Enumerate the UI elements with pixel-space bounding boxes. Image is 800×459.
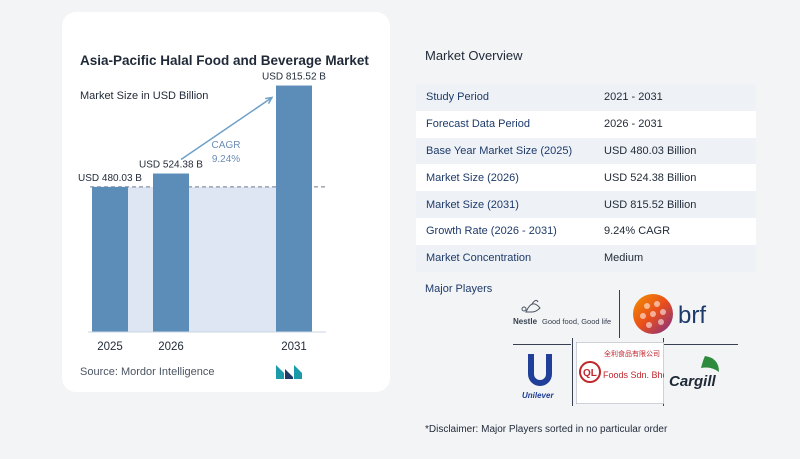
major-players-title: Major Players bbox=[425, 283, 493, 295]
overview-row: Market Size (2026) USD 524.38 Billion bbox=[416, 164, 756, 192]
overview-row: Market Concentration Medium bbox=[416, 244, 756, 272]
overview-row: Growth Rate (2026 - 2031) 9.24% CAGR bbox=[416, 217, 756, 245]
overview-value: Medium bbox=[604, 252, 644, 265]
nestle-logo: Nestle Good food, Good life bbox=[512, 292, 618, 338]
cagr-label: CAGR bbox=[212, 140, 241, 151]
chart-subtitle: Market Size in USD Billion bbox=[80, 90, 209, 102]
overview-row: Forecast Data Period 2026 - 2031 bbox=[416, 110, 756, 138]
logo-divider bbox=[664, 344, 738, 345]
x-tick-label: 2025 bbox=[97, 341, 123, 353]
x-tick-label: 2031 bbox=[281, 341, 307, 353]
bar bbox=[153, 173, 189, 332]
bar bbox=[92, 186, 128, 332]
chart-title: Asia-Pacific Halal Food and Beverage Mar… bbox=[80, 53, 369, 68]
nestle-name: Nestle bbox=[513, 317, 538, 326]
overview-row: Base Year Market Size (2025) USD 480.03 B… bbox=[416, 137, 756, 165]
brf-name: brf bbox=[678, 302, 706, 329]
overview-label: Growth Rate (2026 - 2031) bbox=[426, 225, 557, 238]
logo-divider bbox=[513, 344, 571, 345]
ql-mark: QL bbox=[583, 368, 597, 379]
mordor-logo-icon bbox=[276, 365, 302, 379]
overview-label: Market Size (2031) bbox=[426, 198, 519, 211]
nestle-tagline: Good food, Good life bbox=[542, 317, 611, 326]
data-label: USD 524.38 B bbox=[139, 160, 203, 171]
logo-divider bbox=[572, 338, 573, 406]
unilever-name: Unilever bbox=[522, 391, 554, 400]
logo-divider bbox=[619, 290, 620, 338]
overview-value: USD 480.03 Billion bbox=[604, 144, 697, 157]
overview-label: Forecast Data Period bbox=[426, 118, 530, 131]
cagr-arrowhead bbox=[264, 96, 274, 104]
market-overview-table: Study Period 2021 - 2031 Forecast Data Per… bbox=[416, 84, 756, 272]
disclaimer-text: *Disclaimer: Major Players sorted in no … bbox=[425, 424, 668, 435]
x-tick-label: 2026 bbox=[158, 341, 184, 353]
overview-value: USD 524.38 Billion bbox=[604, 171, 697, 184]
overview-row: Market Size (2031) USD 815.52 Billion bbox=[416, 191, 756, 218]
data-label: USD 815.52 B bbox=[262, 72, 326, 83]
cargill-logo: Cargill bbox=[667, 350, 737, 400]
cagr-arrow bbox=[180, 96, 273, 161]
ql-foods-logo: 全利食品有限公司 QL Foods Sdn. Bhd. bbox=[575, 341, 670, 405]
reference-band bbox=[92, 186, 312, 332]
market-overview-title: Market Overview bbox=[425, 48, 523, 63]
source-text: Source: Mordor Intelligence bbox=[80, 366, 215, 378]
cagr-value: 9.24% bbox=[212, 154, 240, 165]
overview-value: 2021 - 2031 bbox=[604, 91, 663, 104]
overview-value: USD 815.52 Billion bbox=[604, 198, 697, 211]
overview-value: 2026 - 2031 bbox=[604, 118, 663, 131]
overview-row: Study Period 2021 - 2031 bbox=[416, 84, 756, 111]
ql-name: Foods Sdn. Bhd. bbox=[603, 370, 664, 380]
ql-chinese-name: 全利食品有限公司 bbox=[604, 349, 660, 358]
unilever-logo: Unilever bbox=[518, 350, 570, 402]
overview-label: Base Year Market Size (2025) bbox=[426, 144, 573, 157]
overview-label: Market Concentration bbox=[426, 252, 532, 265]
overview-value: 9.24% CAGR bbox=[604, 225, 671, 238]
bar bbox=[276, 85, 312, 332]
cargill-name: Cargill bbox=[669, 373, 717, 390]
data-label: USD 480.03 B bbox=[78, 173, 142, 184]
overview-label: Market Size (2026) bbox=[426, 171, 519, 184]
brf-logo: brf bbox=[623, 290, 728, 338]
overview-label: Study Period bbox=[426, 91, 489, 104]
